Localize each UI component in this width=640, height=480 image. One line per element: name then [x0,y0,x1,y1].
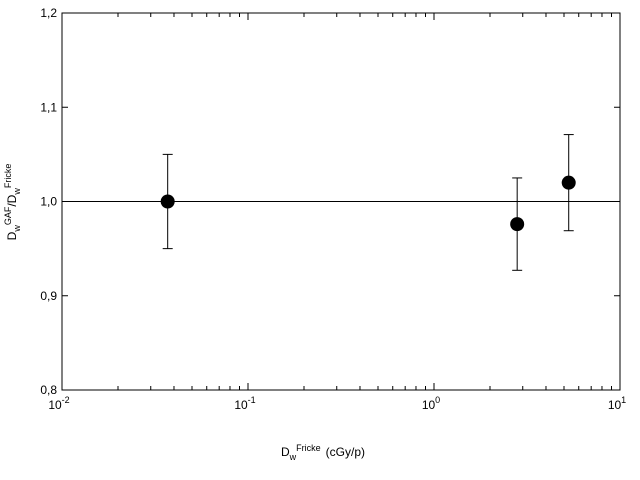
x-tick-label: 10-2 [48,395,69,412]
y-label-sub2: w [12,188,22,196]
y-axis-label: DwGAF/DwFricke [3,164,22,241]
x-axis-label: DwFricke (cGy/p) [281,443,365,462]
x-tick-label: 101 [608,395,626,412]
data-points [160,134,576,271]
x-label-unit: (cGy/p) [326,445,365,459]
x-label-base: D [281,445,290,459]
x-minor-ticks [117,13,612,390]
y-label-slash: / [5,203,19,207]
y-tick-label: 1,1 [40,100,57,114]
y-label-sup1: GAF [3,206,13,225]
data-point [510,177,525,271]
y-label-base1: D [5,231,19,240]
y-label-base2: D [5,194,19,203]
data-point [160,153,175,250]
x-tick-label: 100 [422,395,440,412]
x-tick-labels: 10-2 10-1 100 101 [48,395,626,412]
point-marker [561,175,576,190]
y-tick-label: 0,9 [40,289,57,303]
y-tick-label: 0,8 [40,383,57,397]
y-tick-labels: 0,8 0,9 1,0 1,1 1,2 [40,6,57,397]
y-label-sup2: Fricke [3,164,13,189]
x-label-sub: w [289,452,297,462]
point-marker [510,217,525,232]
y-tick-label: 1,0 [40,195,57,209]
point-marker [160,194,175,209]
x-label-sup: Fricke [296,443,321,453]
y-label-sub1: w [12,225,22,233]
y-tick-label: 1,2 [40,6,57,20]
x-tick-label: 10-1 [234,395,255,412]
data-point [561,134,576,232]
axis-ticks [61,12,621,391]
